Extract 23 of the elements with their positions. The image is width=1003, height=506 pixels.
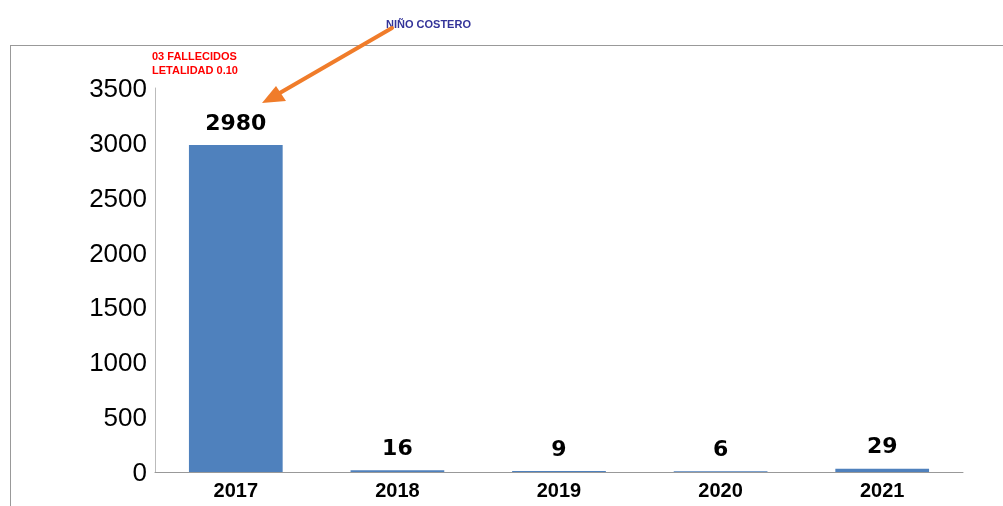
y-tick-label: 2000 <box>89 237 147 268</box>
x-tick-label: 2020 <box>698 479 743 501</box>
x-tick-label: 2018 <box>375 479 420 501</box>
y-tick-label: 3500 <box>89 73 147 103</box>
data-label: 9 <box>551 435 567 461</box>
data-label: 16 <box>382 434 413 460</box>
x-tick-label: 2021 <box>859 479 905 501</box>
data-label: 2980 <box>205 109 267 135</box>
y-tick-label: 1000 <box>89 347 147 378</box>
bar <box>188 145 283 472</box>
data-label: 6 <box>712 435 729 461</box>
y-tick-label: 3000 <box>89 127 147 158</box>
y-tick-label: 2500 <box>89 182 147 213</box>
x-tick-label: 2017 <box>213 479 259 501</box>
y-tick-label: 1500 <box>89 292 147 323</box>
text: NIÑO COSTERO <box>386 17 472 30</box>
text: LETALIDAD 0.10 <box>152 63 238 76</box>
bar <box>835 468 930 472</box>
y-tick-label: 500 <box>103 402 147 433</box>
data-label: 29 <box>866 433 898 459</box>
y-tick-label: 0 <box>132 457 147 487</box>
x-tick-label: 2019 <box>536 479 582 501</box>
text: 03 FALLECIDOS <box>152 49 237 62</box>
